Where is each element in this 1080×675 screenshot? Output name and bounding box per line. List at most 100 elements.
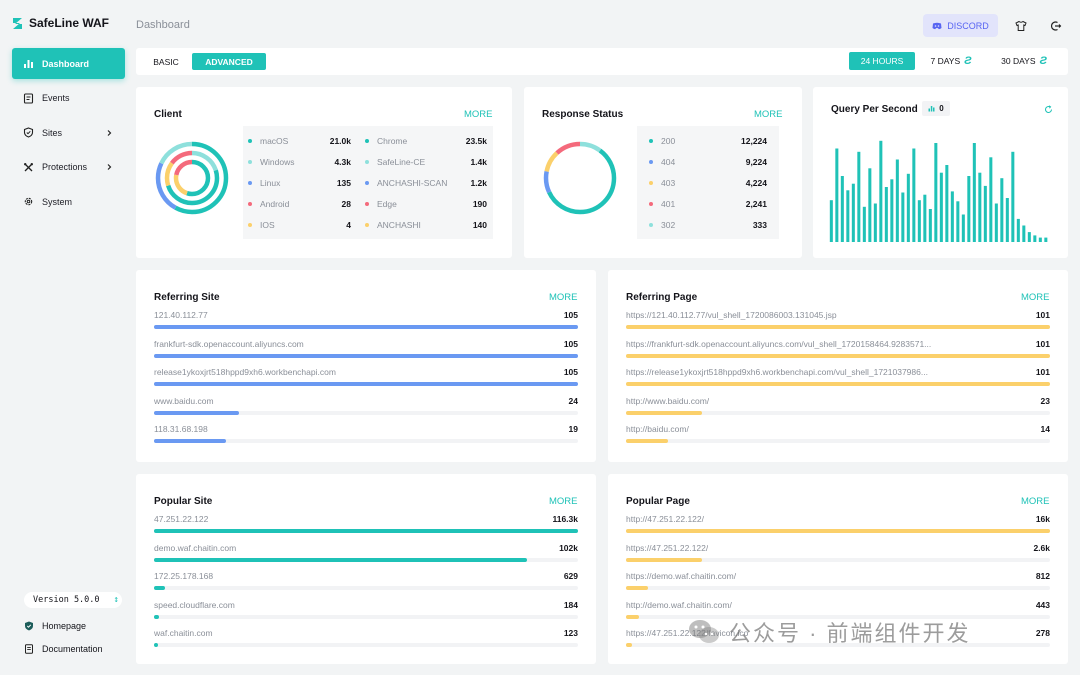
list-item[interactable]: http://demo.waf.chaitin.com/443 xyxy=(626,600,1050,628)
pro-icon: Ƨ xyxy=(964,55,972,67)
qps-bar xyxy=(1044,237,1048,242)
legend-label: 302 xyxy=(661,219,676,230)
sidebar-item-label: Protections xyxy=(42,162,88,172)
list-item-label: demo.waf.chaitin.com xyxy=(154,542,237,553)
response-status-card: Response Status MORE 200 12,224 404 9,224 40… xyxy=(524,87,802,258)
bar-chart-icon xyxy=(928,106,935,112)
progress-fill xyxy=(626,439,669,444)
progress-fill xyxy=(626,353,1050,358)
list-item-value: 105 xyxy=(563,338,578,349)
gear-icon xyxy=(24,197,33,206)
referring-page-more-link[interactable]: MORE xyxy=(1021,292,1050,303)
legend-label: Windows xyxy=(260,156,295,167)
list-item[interactable]: 47.251.22.122 116.3k xyxy=(154,514,578,542)
qps-badge: 0 xyxy=(922,101,950,116)
progress-fill xyxy=(154,643,159,648)
popular-page-more-link[interactable]: MORE xyxy=(1021,496,1050,507)
response-donut-chart xyxy=(543,141,617,215)
progress-track xyxy=(626,614,1050,619)
progress-track xyxy=(154,643,578,648)
progress-fill xyxy=(154,557,528,562)
documentation-link[interactable]: Documentation xyxy=(24,644,103,654)
legend-dot xyxy=(649,180,653,185)
qps-bar xyxy=(906,173,910,242)
range-7-days[interactable]: 7 DAYS Ƨ xyxy=(921,52,981,70)
qps-bar xyxy=(983,185,987,242)
list-item[interactable]: https://frankfurt-sdk.openaccount.aliyun… xyxy=(626,339,1050,367)
progress-fill xyxy=(626,529,1050,533)
list-item[interactable]: https://47.251.22.122/favicon.ico 278 xyxy=(626,628,1050,656)
progress-fill xyxy=(626,325,1050,329)
list-item[interactable]: http://baidu.com/14 xyxy=(626,424,1050,452)
legend-dot xyxy=(248,159,252,164)
list-item[interactable]: 118.31.68.198 19 xyxy=(154,424,578,452)
progress-track xyxy=(626,410,1050,415)
qps-bar xyxy=(1011,151,1015,242)
list-item[interactable]: demo.waf.chaitin.com 102k xyxy=(154,543,578,571)
list-item-value: 14 xyxy=(1040,424,1050,435)
sidebar-item-label: Dashboard xyxy=(42,58,90,69)
response-legend: 200 12,224 404 9,224 403 4,224 401 2,241 302 333 xyxy=(637,126,779,239)
refresh-icon[interactable] xyxy=(1044,105,1053,114)
list-item[interactable]: https://demo.waf.chaitin.com/812 xyxy=(626,571,1050,599)
qps-bar xyxy=(846,190,850,242)
page-title: Dashboard xyxy=(136,19,190,31)
sidebar-item-protections[interactable]: Protections xyxy=(12,152,125,183)
range-30-days[interactable]: 30 DAYS Ƨ xyxy=(992,52,1056,70)
sidebar-item-sites[interactable]: Sites xyxy=(12,117,125,148)
list-item[interactable]: waf.chaitin.com 123 xyxy=(154,628,578,656)
sidebar-item-label: Events xyxy=(42,93,70,103)
homepage-link[interactable]: Homepage xyxy=(24,621,86,631)
legend-value: 2,241 xyxy=(745,198,767,209)
list-item[interactable]: 121.40.112.77 105 xyxy=(154,310,578,338)
app-logo[interactable]: SafeLine WAF xyxy=(12,16,109,30)
sidebar-item-dashboard[interactable]: Dashboard xyxy=(12,48,125,79)
list-item[interactable]: frankfurt-sdk.openaccount.aliyuncs.com 10… xyxy=(154,339,578,367)
range-24-hours[interactable]: 24 HOURS xyxy=(849,52,915,70)
list-item[interactable]: 172.25.178.168 629 xyxy=(154,571,578,599)
qps-bar xyxy=(928,209,932,242)
tab-advanced[interactable]: ADVANCED xyxy=(192,53,266,70)
filter-bar: BASIC ADVANCED 24 HOURS 7 DAYS Ƨ 30 DAYS Ƨ xyxy=(136,48,1068,75)
donut-segment xyxy=(543,141,617,215)
list-item[interactable]: https://121.40.112.77/vul_shell_17200860… xyxy=(626,310,1050,338)
tab-basic[interactable]: BASIC xyxy=(153,56,179,67)
list-item[interactable]: www.baidu.com 24 xyxy=(154,396,578,424)
list-item[interactable]: https://release1ykoxjrt518hppd9xh6.workb… xyxy=(626,367,1050,395)
response-more-link[interactable]: MORE xyxy=(754,109,783,120)
client-legend: macOS 21.0k Windows 4.3k Linux 135 Android 28 IO… xyxy=(243,126,493,239)
legend-item: 302 333 xyxy=(649,214,767,235)
range-label: 30 DAYS xyxy=(1001,56,1036,66)
logout-button[interactable] xyxy=(1044,14,1067,37)
qps-bar xyxy=(956,201,960,242)
legend-item: 404 9,224 xyxy=(649,151,767,172)
qps-bar xyxy=(840,176,844,242)
homepage-label: Homepage xyxy=(42,621,87,631)
list-item[interactable]: https://47.251.22.122/2.6k xyxy=(626,543,1050,571)
list-item-value: 812 xyxy=(1035,571,1050,582)
list-item[interactable]: http://www.baidu.com/23 xyxy=(626,396,1050,424)
list-item-value: 101 xyxy=(1035,310,1050,320)
list-item[interactable]: speed.cloudflare.com 184 xyxy=(154,600,578,628)
popular-site-card: Popular Site MORE 47.251.22.122 116.3k dem… xyxy=(136,474,596,664)
client-card: Client MORE macOS 21.0k Windows 4.3k Linux 13… xyxy=(136,87,512,258)
list-item-label: 47.251.22.122 xyxy=(154,514,209,524)
list-item[interactable]: http://47.251.22.122/16k xyxy=(626,514,1050,542)
theme-button[interactable] xyxy=(1009,14,1032,37)
version-badge[interactable]: Version 5.0.0 ↕ xyxy=(24,592,122,608)
qps-bar xyxy=(1000,178,1004,242)
donut-segment xyxy=(164,150,220,206)
discord-button[interactable]: DISCORD xyxy=(923,14,998,37)
list-item-value: 101 xyxy=(1035,338,1050,349)
pro-icon: Ƨ xyxy=(1039,55,1047,67)
legend-dot xyxy=(365,159,369,164)
referring-site-more-link[interactable]: MORE xyxy=(549,292,578,303)
client-more-link[interactable]: MORE xyxy=(464,109,493,120)
sidebar-item-events[interactable]: Events xyxy=(12,83,125,114)
sidebar-item-system[interactable]: System xyxy=(12,186,125,217)
qps-bar xyxy=(923,194,927,242)
popular-site-more-link[interactable]: MORE xyxy=(549,496,578,507)
legend-item: macOS 21.0k xyxy=(248,130,351,151)
list-item[interactable]: release1ykoxjrt518hppd9xh6.workbenchapi.… xyxy=(154,367,578,395)
qps-bar xyxy=(917,200,921,242)
